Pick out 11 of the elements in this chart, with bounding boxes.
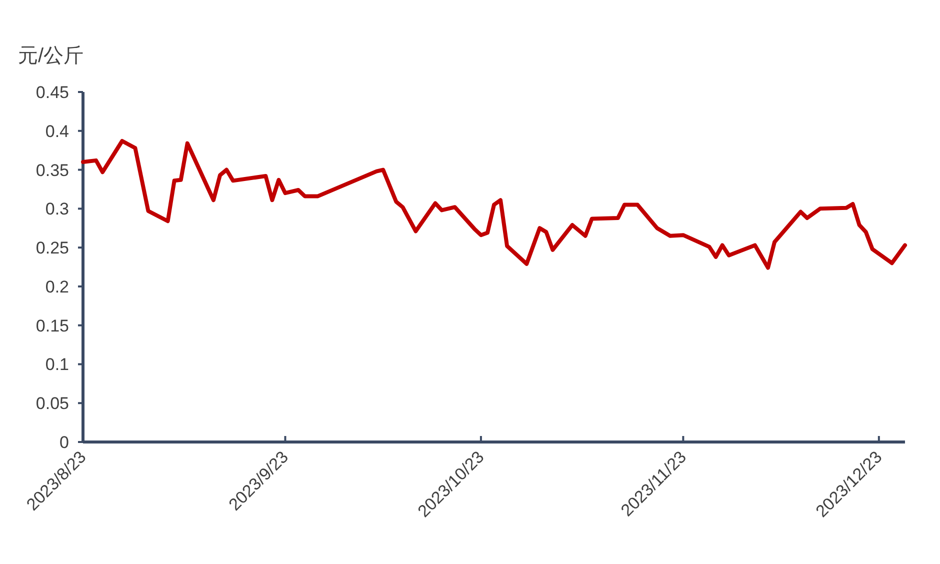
- ytick: 0.4: [45, 122, 69, 141]
- ytick: 0.35: [36, 160, 69, 180]
- ytick: 0.25: [36, 238, 69, 258]
- ytick: 0.3: [45, 200, 69, 219]
- ytick: 0.1: [45, 355, 69, 374]
- ytick: 0: [60, 433, 69, 452]
- ylabel: 元/公斤: [18, 45, 84, 67]
- ytick: 0.05: [36, 394, 69, 414]
- ytick: 0.15: [36, 316, 69, 336]
- ytick: 0.45: [36, 83, 69, 102]
- ytick: 0.2: [45, 277, 69, 296]
